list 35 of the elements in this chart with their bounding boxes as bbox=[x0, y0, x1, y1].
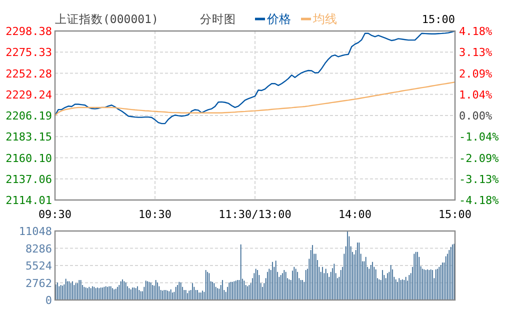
x-tick-label: 14:00 bbox=[338, 208, 372, 221]
legend-label: 均线 bbox=[312, 12, 337, 26]
y-tick-label: 5524 bbox=[26, 260, 52, 272]
y-tick-label: 2137.06 bbox=[6, 172, 52, 186]
y-tick-label: 8286 bbox=[26, 242, 52, 256]
line-series bbox=[54, 82, 456, 116]
chart-title: 上证指数(000001) bbox=[55, 12, 158, 26]
y2-tick-label: 2.09% bbox=[459, 67, 492, 80]
y-tick-label: 2762 bbox=[26, 276, 52, 290]
y-tick-label: 0 bbox=[45, 294, 52, 307]
y2-tick-label: 3.13% bbox=[459, 46, 492, 60]
y-tick-label: 2275.33 bbox=[6, 46, 52, 60]
y-tick-label: 2298.38 bbox=[6, 25, 52, 38]
y2-tick-label: 4.18% bbox=[459, 25, 492, 38]
y2-tick-label: 0.00% bbox=[459, 110, 492, 122]
text: 15:00 bbox=[422, 13, 455, 26]
y2-tick-label: -4.18% bbox=[459, 194, 500, 207]
y-tick-label: 2114.01 bbox=[6, 194, 52, 207]
y-tick-label: 11048 bbox=[18, 225, 52, 238]
y-tick-label: 2229.24 bbox=[6, 88, 52, 102]
x-tick-label: 09:30 bbox=[38, 208, 72, 221]
y-tick-label: 2252.28 bbox=[6, 67, 52, 80]
y-tick-label: 2206.19 bbox=[6, 110, 52, 123]
y-tick-label: 2160.10 bbox=[6, 152, 52, 165]
line-series bbox=[54, 30, 456, 124]
y2-tick-label: 1.04% bbox=[459, 88, 492, 102]
x-tick-label: 11:30/13:00 bbox=[218, 208, 292, 221]
legend-label: 价格 bbox=[266, 12, 291, 26]
chart-subtitle: 分时图 bbox=[200, 12, 236, 26]
y2-tick-label: -1.04% bbox=[459, 130, 500, 144]
y-tick-label: 2183.15 bbox=[6, 130, 52, 144]
y2-tick-label: -2.09% bbox=[459, 152, 500, 165]
y2-tick-label: -3.13% bbox=[459, 172, 500, 186]
x-tick-label: 15:00 bbox=[438, 208, 472, 221]
x-tick-label: 10:30 bbox=[138, 208, 172, 221]
